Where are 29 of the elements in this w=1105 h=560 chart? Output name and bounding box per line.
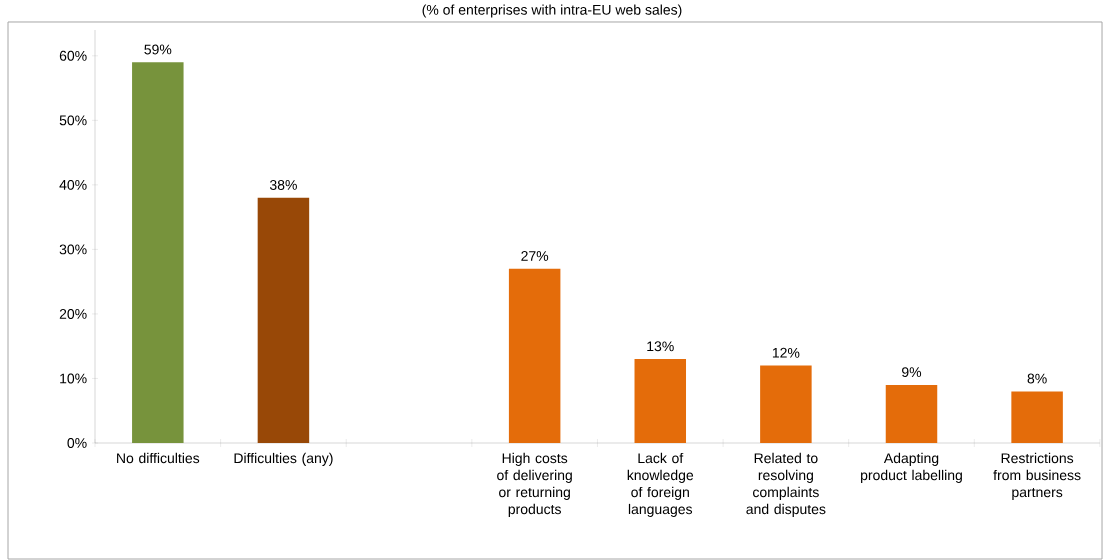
y-tick-label: 30% bbox=[59, 244, 87, 255]
y-tick-label: 60% bbox=[59, 50, 87, 61]
bar bbox=[1011, 391, 1063, 443]
data-label: 27% bbox=[521, 251, 549, 261]
y-tick-label: 50% bbox=[59, 115, 87, 126]
y-tick-label: 40% bbox=[59, 179, 87, 190]
bar bbox=[760, 365, 812, 443]
data-label: 13% bbox=[647, 341, 674, 352]
bar bbox=[257, 197, 310, 443]
x-tick-label: Adapting product labelling bbox=[861, 452, 962, 483]
bar bbox=[885, 384, 938, 443]
x-tick-label: Related to resolving complaints and disputes bbox=[746, 452, 826, 517]
data-label: 59% bbox=[144, 44, 172, 55]
y-tick-label: 20% bbox=[59, 308, 87, 319]
x-tick-label: High costs of delivering or returning products bbox=[497, 452, 572, 517]
bar bbox=[132, 62, 184, 443]
x-tick-label: Difficulties (any) bbox=[234, 452, 333, 466]
y-tick-label: 0% bbox=[67, 438, 87, 448]
data-label: 8% bbox=[1027, 373, 1047, 384]
y-tick-label: 10% bbox=[60, 373, 87, 384]
chart-title: (% of enterprises with intra-EU web sales) bbox=[422, 4, 682, 18]
x-tick-label: Restrictions from business partners bbox=[993, 452, 1081, 500]
data-label: 9% bbox=[902, 367, 922, 378]
x-tick-label: No difficulties bbox=[117, 452, 200, 464]
data-label: 12% bbox=[772, 347, 800, 358]
bar bbox=[634, 359, 687, 443]
bar bbox=[508, 268, 561, 443]
x-tick-label: Lack of knowledge of foreign languages bbox=[627, 452, 694, 517]
data-label: 38% bbox=[269, 180, 297, 190]
